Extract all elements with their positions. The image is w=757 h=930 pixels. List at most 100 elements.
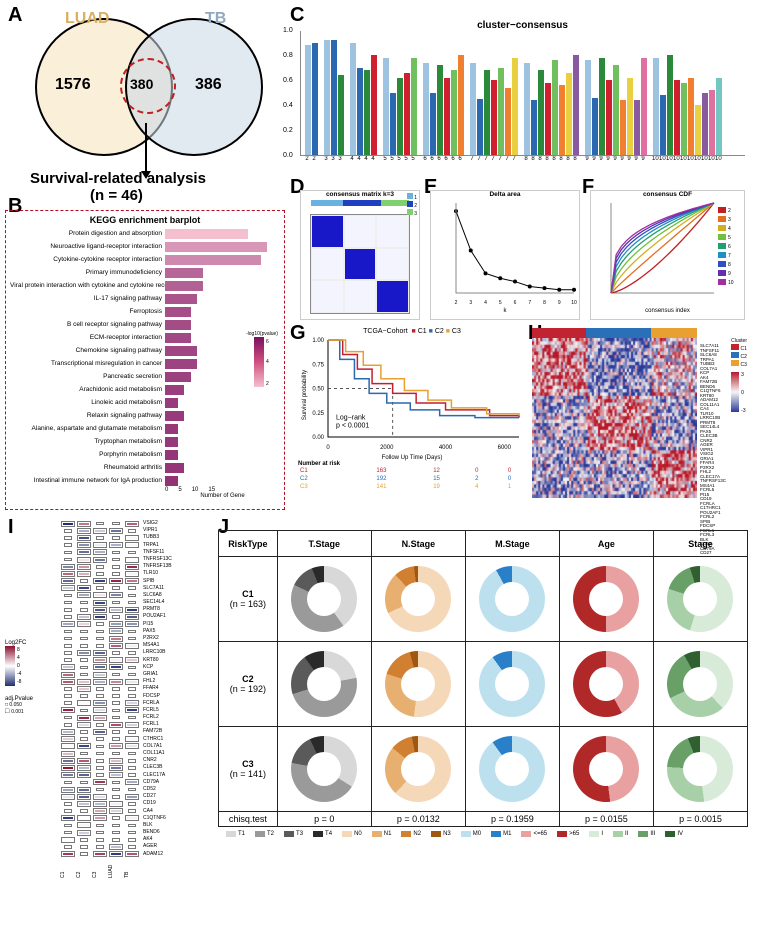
kegg-row: Arachidonic acid metabolism bbox=[10, 383, 280, 396]
kegg-bar bbox=[165, 424, 178, 434]
cc-bar bbox=[620, 100, 626, 155]
kegg-row: Alanine, aspartate and glutamate metabol… bbox=[10, 422, 280, 435]
i-cell bbox=[77, 621, 91, 627]
kegg-row: Intestinal immune network for IgA produc… bbox=[10, 474, 280, 487]
cc-bar bbox=[709, 90, 715, 155]
i-cell bbox=[77, 765, 91, 771]
i-gene-label: C1QTNF6 bbox=[140, 815, 190, 822]
i-cell bbox=[77, 700, 91, 706]
kegg-pathway-name: ECM-receptor interaction bbox=[10, 334, 165, 341]
i-cell bbox=[96, 522, 104, 526]
i-cell bbox=[109, 643, 123, 649]
j-legend-item: M0 bbox=[461, 831, 481, 837]
i-cell bbox=[109, 578, 123, 584]
i-cell bbox=[77, 592, 91, 598]
i-gene-label: CD19 bbox=[140, 800, 190, 807]
i-cell bbox=[93, 801, 107, 807]
i-cell bbox=[64, 781, 72, 785]
i-cell bbox=[64, 644, 72, 648]
i-gene-label: TNFRSF13C bbox=[140, 556, 190, 563]
i-cell bbox=[61, 585, 75, 591]
cc-bar bbox=[538, 70, 544, 155]
i-t0: 8 bbox=[17, 646, 21, 654]
cc-bar bbox=[627, 78, 633, 156]
i-cell bbox=[77, 585, 91, 591]
j-pval: p = 0.0155 bbox=[559, 812, 653, 827]
i-cell bbox=[77, 535, 91, 541]
kegg-title: KEGG enrichment barplot bbox=[10, 215, 280, 225]
kegg-pathway-name: Transcriptional misregulation in cancer bbox=[10, 360, 165, 367]
g-risk-table: Number at risk C11631200C21921520C314119… bbox=[298, 461, 526, 491]
i-cell bbox=[112, 716, 120, 720]
i-cell bbox=[96, 737, 104, 741]
d-legend: 1 2 3 bbox=[407, 193, 417, 217]
i-gene-label: TUBB3 bbox=[140, 534, 190, 541]
i-cell bbox=[125, 851, 139, 857]
i-cell bbox=[96, 536, 104, 540]
g-g1: C1 bbox=[418, 328, 427, 335]
i-cell bbox=[96, 637, 104, 641]
cc-bar bbox=[437, 65, 443, 155]
cc-group bbox=[305, 43, 318, 156]
svg-text:6: 6 bbox=[514, 300, 517, 306]
i-cell bbox=[125, 743, 139, 749]
i-cell bbox=[96, 586, 104, 590]
cc-group bbox=[470, 58, 518, 156]
cc-chart-area: 0.0 0.2 0.4 0.6 0.8 1.0 bbox=[300, 31, 745, 156]
i-gene-label: VIPR1 bbox=[140, 527, 190, 534]
i-cell bbox=[61, 571, 75, 577]
i-cell bbox=[128, 838, 136, 842]
i-cell bbox=[125, 621, 139, 627]
i-cell bbox=[112, 788, 120, 792]
clinical-donut-table: RiskTypeT.StageN.StageM.StageAgeStage C1… bbox=[218, 530, 748, 885]
i-gene-label: CNR2 bbox=[140, 757, 190, 764]
i-cell bbox=[128, 766, 136, 770]
svg-text:2: 2 bbox=[728, 208, 731, 214]
j-donut-cell bbox=[371, 557, 465, 642]
kegg-row: Relaxin signaling pathway bbox=[10, 409, 280, 422]
cc-yt-3: 0.6 bbox=[283, 77, 293, 84]
cc-bar bbox=[324, 40, 330, 155]
kegg-pathway-name: Relaxin signaling pathway bbox=[10, 412, 165, 419]
cc-bar bbox=[477, 99, 483, 155]
i-cell bbox=[80, 752, 88, 756]
j-legend-item: N1 bbox=[372, 831, 392, 837]
i-gene-label: PI15 bbox=[140, 621, 190, 628]
j-donut-cell bbox=[465, 642, 559, 727]
i-cell bbox=[125, 614, 139, 620]
i-gene-label: BEND6 bbox=[140, 829, 190, 836]
i-cell bbox=[77, 722, 91, 728]
h-scale-grad bbox=[731, 372, 739, 412]
i-cell bbox=[64, 845, 72, 849]
i-cell bbox=[128, 773, 136, 777]
j-donut-cell bbox=[559, 727, 653, 812]
cc-bar bbox=[350, 43, 356, 156]
i-cell bbox=[61, 564, 75, 570]
g-legend: TCGA−Cohort ■ C1 ■ C2 ■ C3 bbox=[298, 328, 526, 335]
i-cell bbox=[125, 794, 139, 800]
i-gene-label: FCRL2 bbox=[140, 714, 190, 721]
i-cell bbox=[128, 551, 136, 555]
i-cell bbox=[77, 614, 91, 620]
kegg-row: Cytokine-cytokine receptor interaction bbox=[10, 253, 280, 266]
j-donut-cell bbox=[653, 642, 747, 727]
i-cell bbox=[128, 594, 136, 598]
cc-bar bbox=[599, 58, 605, 156]
j-header: Stage bbox=[653, 531, 747, 557]
kegg-bar bbox=[165, 476, 178, 486]
i-gene-label: PAX5 bbox=[140, 628, 190, 635]
cc-group bbox=[653, 55, 722, 155]
kegg-pathway-name: Porphyrin metabolism bbox=[10, 451, 165, 458]
cc-bar bbox=[470, 63, 476, 156]
j-legend-item: T1 bbox=[226, 831, 245, 837]
i-cell bbox=[96, 845, 104, 849]
kegg-lt-2: 2 bbox=[266, 381, 269, 387]
i-cell bbox=[77, 772, 91, 778]
i-cell bbox=[80, 608, 88, 612]
i-gene-label: CD52 bbox=[140, 786, 190, 793]
h-legend: Cluster C1 C2 C3 3 0 -3 bbox=[731, 338, 747, 452]
svg-text:1.00: 1.00 bbox=[312, 338, 324, 344]
kegg-pathway-name: Chemokine signaling pathway bbox=[10, 347, 165, 354]
i-cell bbox=[128, 716, 136, 720]
i-cell bbox=[93, 851, 107, 857]
